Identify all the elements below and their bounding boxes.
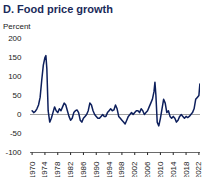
svg-text:150: 150 [8, 53, 22, 62]
svg-text:-50: -50 [10, 129, 22, 138]
svg-text:1982: 1982 [66, 161, 75, 177]
svg-text:2014: 2014 [169, 161, 178, 177]
svg-text:2022: 2022 [194, 161, 203, 177]
html-text:Percent: Percent [3, 22, 31, 31]
svg-text:1990: 1990 [92, 161, 101, 177]
svg-text:50: 50 [13, 91, 22, 100]
svg-text:0: 0 [17, 110, 22, 119]
svg-text:1994: 1994 [105, 161, 114, 177]
svg-text:1998: 1998 [117, 161, 126, 177]
svg-text:2010: 2010 [156, 161, 165, 177]
svg-text:2006: 2006 [143, 161, 152, 177]
svg-text:1986: 1986 [79, 161, 88, 177]
svg-text:1970: 1970 [28, 161, 37, 177]
svg-text:1978: 1978 [53, 161, 62, 177]
svg-text:-100: -100 [5, 148, 22, 157]
svg-text:2018: 2018 [182, 161, 191, 177]
svg-text:200: 200 [8, 34, 22, 43]
svg-text:2002: 2002 [130, 161, 139, 177]
svg-text:100: 100 [8, 72, 22, 81]
html-text:D. Food price growth: D. Food price growth [3, 3, 113, 15]
svg-text:1974: 1974 [40, 161, 49, 177]
